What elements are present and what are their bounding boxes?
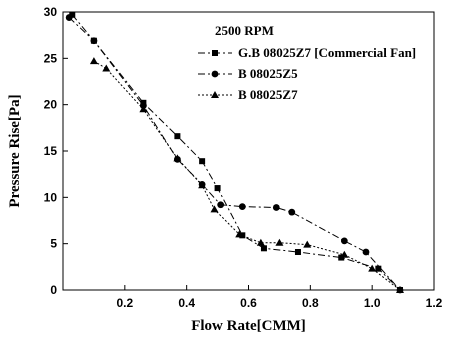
series-line (68, 17, 401, 291)
legend-marker (212, 50, 218, 56)
data-point (102, 64, 111, 72)
data-point (368, 264, 377, 272)
axis-ticks: 0.2 0.4 0.6 0.8 1.0 1.2 0 5 10 15 20 25 30 (44, 5, 443, 310)
data-point (174, 133, 181, 140)
data-point (260, 245, 267, 252)
data-point (303, 240, 312, 248)
y-axis-title: Pressure Rise[Pa] (7, 94, 23, 207)
legend-marker (211, 70, 219, 78)
data-point (217, 201, 225, 209)
legend-title: 2500 RPM (215, 23, 274, 38)
legend-item-3: B 08025Z7 (198, 87, 298, 102)
legend-label: G.B 08025Z7 [Commercial Fan] (238, 45, 416, 60)
data-point (340, 237, 348, 245)
data-point (340, 250, 349, 258)
y-tick-label: 10 (44, 190, 58, 204)
data-point (294, 249, 301, 256)
legend-label: B 08025Z7 (238, 87, 298, 102)
data-point (288, 208, 296, 216)
data-point (272, 204, 280, 211)
y-tick-label: 25 (44, 51, 58, 65)
data-point (199, 158, 206, 165)
data-point (90, 37, 98, 45)
y-tick-label: 15 (44, 144, 58, 158)
data-point (239, 232, 246, 239)
series-3 (89, 57, 404, 293)
data-point (89, 57, 98, 65)
data-point (395, 286, 404, 293)
data-point (139, 105, 148, 113)
legend-item-1: G.B 08025Z7 [Commercial Fan] (198, 45, 416, 60)
data-point (198, 181, 207, 189)
x-tick-label: 1.0 (364, 296, 381, 310)
data-point (65, 14, 73, 21)
legend-marker (211, 91, 219, 98)
data-point (235, 230, 244, 238)
data-point (210, 205, 219, 213)
data-point (69, 11, 76, 18)
data-point (256, 238, 265, 246)
y-tick-label: 30 (44, 5, 58, 19)
x-axis-title: Flow Rate[CMM] (191, 318, 306, 334)
data-point (214, 185, 221, 192)
data-point (238, 203, 246, 211)
data-point (375, 265, 382, 272)
x-tick-label: 0.6 (240, 296, 257, 310)
y-tick-label: 20 (44, 98, 58, 112)
series-layer (65, 11, 404, 294)
x-tick-label: 0.8 (302, 296, 319, 310)
x-tick-label: 0.2 (116, 296, 133, 310)
legend: 2500 RPM G.B 08025Z7 [Commercial Fan] B 08… (198, 23, 416, 102)
x-tick-label: 0.4 (178, 296, 195, 310)
legend-item-2: B 08025Z5 (198, 66, 298, 81)
data-point (173, 154, 182, 162)
y-tick-label: 5 (50, 237, 57, 251)
data-point (275, 238, 284, 246)
legend-label: B 08025Z5 (238, 66, 298, 81)
x-tick-label: 1.2 (426, 296, 443, 310)
data-point (362, 248, 370, 256)
y-tick-label: 0 (50, 283, 57, 297)
